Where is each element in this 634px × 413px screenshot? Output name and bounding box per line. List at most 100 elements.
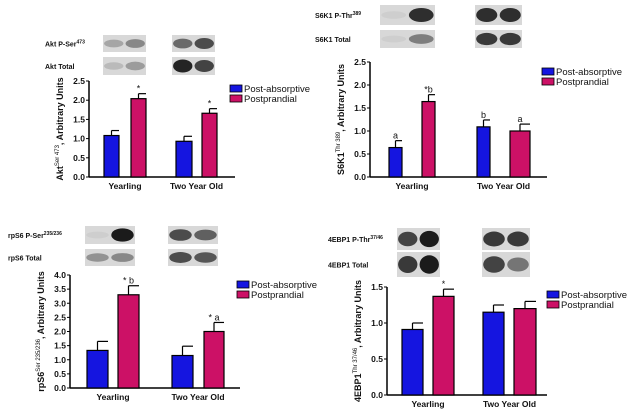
blot-band: [86, 253, 109, 262]
y-tick-label: 2.5: [54, 312, 66, 322]
significance-label: b: [481, 110, 486, 120]
legend-label: Post-absorptive: [244, 84, 310, 95]
y-tick-label: 4.0: [54, 270, 66, 280]
blot-band: [476, 32, 498, 46]
blot-band: [398, 256, 418, 273]
blot-label-main: 4EBP1 Total: [328, 263, 368, 270]
x-category-label: Two Year Old: [170, 181, 223, 191]
blot-band: [194, 38, 214, 49]
blot-band: [194, 60, 214, 72]
chart-panel-2: S6K1 P-Thr389 S6K1 Total 0.0 0.5 1.0 1.5 2.0 2.…: [315, 5, 622, 191]
x-category-label: Two Year Old: [171, 392, 224, 402]
bar-postprandial: [432, 295, 455, 396]
significance-label: *b: [424, 85, 433, 95]
bar-postprandial: [509, 130, 531, 178]
blot-band: [169, 229, 192, 241]
y-tick-label: 3.0: [54, 298, 66, 308]
blot-label: Akt Total: [45, 64, 74, 71]
y-tick-label: 1.0: [371, 318, 383, 328]
blot-band: [499, 32, 521, 46]
y-tick-label: 1.5: [354, 103, 366, 113]
significance-label: a: [393, 131, 398, 141]
chart-panel-1: Akt P-Ser473 Akt Total 0.0 0.5 1.0 1.5 2.0 2.5 A…: [45, 35, 310, 191]
bar-post-absorptive: [175, 140, 193, 178]
blot-label-sup: 389: [353, 11, 362, 17]
legend-label: Postprandial: [244, 94, 297, 105]
blot-band: [125, 39, 145, 48]
y-axis-label: AktSer 473, Arbitrary Units: [55, 77, 65, 180]
blot-label: S6K1 Total: [315, 37, 351, 44]
blot-band: [408, 8, 434, 22]
y-tick-label: 0.5: [73, 153, 85, 163]
y-label-sup: Ser 473: [55, 144, 61, 166]
bar-postprandial: [203, 330, 225, 389]
y-label-sup: Thr 389: [336, 131, 342, 152]
y-axis-label: rpS6Ser 235/236, Arbitrary Units: [36, 271, 46, 391]
significance-label: * a: [208, 312, 219, 322]
western-blot-image: [103, 57, 146, 75]
y-tick-label: 0.0: [73, 172, 85, 182]
x-category-label: Two Year Old: [477, 181, 530, 191]
blot-label: S6K1 P-Thr389: [315, 11, 361, 20]
blot-band: [419, 230, 439, 248]
blot-band: [381, 11, 407, 19]
blot-band: [111, 253, 134, 262]
blot-label-main: Akt Total: [45, 64, 74, 71]
x-category-label: Yearling: [108, 181, 141, 191]
significance-label: * b: [123, 276, 134, 286]
y-tick-label: 2.5: [73, 76, 85, 86]
y-label-sup: Ser 235/236: [36, 338, 42, 371]
chart-panel-3: rpS6 P-Ser235/236 rpS6 Total 0.0 0.5 1.0 1.5 2…: [8, 226, 317, 402]
y-label-main: Akt: [55, 166, 65, 181]
blot-band: [173, 38, 193, 49]
y-label-main: 4EBP1: [353, 373, 363, 402]
legend-swatch: [229, 84, 243, 93]
blot-band: [169, 252, 192, 263]
bar-postprandial: [130, 98, 147, 178]
blot-band: [483, 256, 505, 273]
bar-post-absorptive: [482, 311, 505, 396]
bar-post-absorptive: [171, 354, 194, 389]
x-category-label: Yearling: [395, 181, 428, 191]
blot-band: [104, 39, 124, 48]
blot-label-main: 4EBP1 P-Thr: [328, 237, 371, 244]
y-tick-label: 0.5: [54, 369, 66, 379]
blot-band: [111, 228, 134, 242]
blot-band: [194, 229, 217, 241]
y-tick-label: 2.0: [73, 95, 85, 105]
y-tick-label: 2.0: [354, 80, 366, 90]
x-category-label: Yearling: [96, 392, 129, 402]
y-tick-label: 0.0: [371, 390, 383, 400]
blot-label-main: S6K1 Total: [315, 37, 351, 44]
western-blot-image: [380, 30, 435, 48]
blot-band: [86, 231, 109, 239]
y-label-rest: , Arbitrary Units: [336, 64, 346, 132]
western-blot-image: [85, 249, 135, 266]
y-label-sup: Thr 37/46: [353, 347, 359, 373]
significance-label: a: [517, 114, 522, 124]
bar-postprandial: [117, 294, 140, 389]
legend-label: Post-absorptive: [561, 290, 627, 301]
bar-post-absorptive: [401, 328, 424, 396]
western-blot-image: [103, 35, 146, 52]
y-tick-label: 1.5: [371, 282, 383, 292]
y-tick-label: 1.0: [73, 134, 85, 144]
y-axis-label: S6K1Thr 389, Arbitrary Units: [336, 64, 346, 175]
y-tick-label: 1.5: [73, 114, 85, 124]
blot-label-sup: 473: [77, 40, 86, 46]
bar-post-absorptive: [476, 126, 491, 178]
blot-band: [476, 8, 498, 22]
legend-label: Postprandial: [251, 290, 304, 301]
bar-postprandial: [513, 308, 537, 396]
chart-panel-4: 4EBP1 P-Thr37/46 4EBP1 Total 0.0 0.5 1.0 1.5 4…: [328, 228, 627, 409]
y-tick-label: 1.5: [54, 341, 66, 351]
legend-swatch: [236, 280, 250, 289]
blot-band: [173, 59, 193, 73]
x-category-label: Yearling: [411, 399, 444, 409]
y-tick-label: 1.0: [354, 126, 366, 136]
blot-band: [507, 257, 529, 272]
blot-label: 4EBP1 P-Thr37/46: [328, 235, 383, 244]
blot-label-main: S6K1 P-Thr: [315, 13, 353, 20]
